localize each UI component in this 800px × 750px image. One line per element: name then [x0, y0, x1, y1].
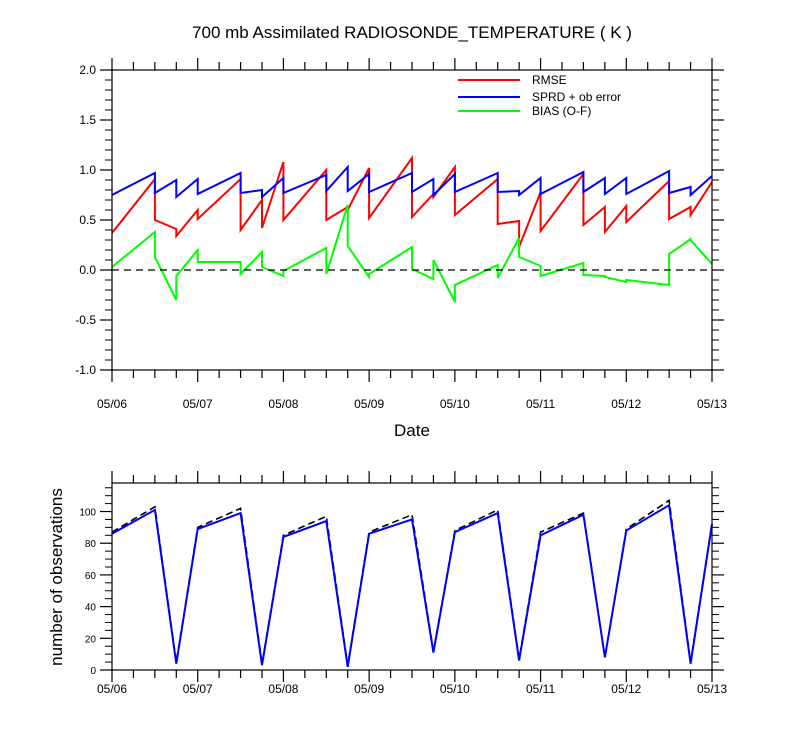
x-tick-label: 05/06: [97, 682, 127, 696]
x-tick-label: 05/07: [183, 397, 213, 411]
bottom-series: [111, 499, 713, 667]
y-tick-label: 40: [85, 603, 97, 614]
y-tick-label: 2.0: [79, 63, 96, 77]
x-tick-label: 05/11: [526, 397, 555, 411]
series-line-assimilated: [111, 503, 713, 667]
x-tick-label: 05/09: [354, 682, 384, 696]
y-tick-label: -1.0: [75, 363, 96, 377]
x-axis-title: Date: [394, 421, 430, 440]
y-tick-label: 20: [85, 634, 97, 645]
y-tick-label: 60: [85, 571, 97, 582]
x-tick-label: 05/11: [526, 682, 555, 696]
x-tick-label: 05/12: [611, 397, 641, 411]
y-tick-label: 0: [90, 666, 96, 677]
top-axes: 05/06 05/07 05/08 05/09 05/10 05/11 05/12 05/13…: [75, 58, 727, 411]
y-tick-label: 100: [79, 508, 96, 519]
top-series: [111, 154, 713, 303]
y-axis-title-observations: number of observations: [47, 488, 66, 666]
plot-frame: [111, 69, 713, 371]
series-line-bias-o-f: [111, 204, 713, 303]
x-tick-label: 05/08: [268, 397, 298, 411]
y-tick-label: 0.5: [79, 213, 96, 227]
series-line-sprd-ob-error: [111, 164, 713, 200]
legend-label-sprd: SPRD + ob error: [532, 90, 621, 104]
x-tick-label: 05/09: [354, 397, 384, 411]
chart-title: 700 mb Assimilated RADIOSONDE_TEMPERATUR…: [192, 23, 632, 42]
bottom-axes: 05/06 05/07 05/08 05/09 05/10 05/11 05/12 05/13…: [79, 471, 727, 696]
y-tick-label: 80: [85, 539, 97, 550]
x-tick-label: 05/13: [697, 682, 727, 696]
y-tick-label: 1.0: [79, 163, 96, 177]
legend-label-rmse: RMSE: [532, 73, 567, 87]
x-tick-label: 05/06: [97, 397, 127, 411]
y-tick-label: 1.5: [79, 113, 96, 127]
x-tick-label: 05/10: [440, 397, 470, 411]
series-line-rmse: [111, 154, 713, 248]
x-tick-label: 05/13: [697, 397, 727, 411]
legend-label-bias: BIAS (O-F): [532, 104, 591, 118]
x-tick-label: 05/08: [268, 682, 298, 696]
legend: RMSE SPRD + ob error BIAS (O-F): [458, 73, 621, 118]
plot-frame: [111, 482, 713, 671]
x-tick-label: 05/07: [183, 682, 213, 696]
y-tick-label: -0.5: [75, 313, 96, 327]
x-tick-label: 05/12: [611, 682, 641, 696]
x-tick-label: 05/10: [440, 682, 470, 696]
y-tick-label: 0.0: [79, 263, 96, 277]
